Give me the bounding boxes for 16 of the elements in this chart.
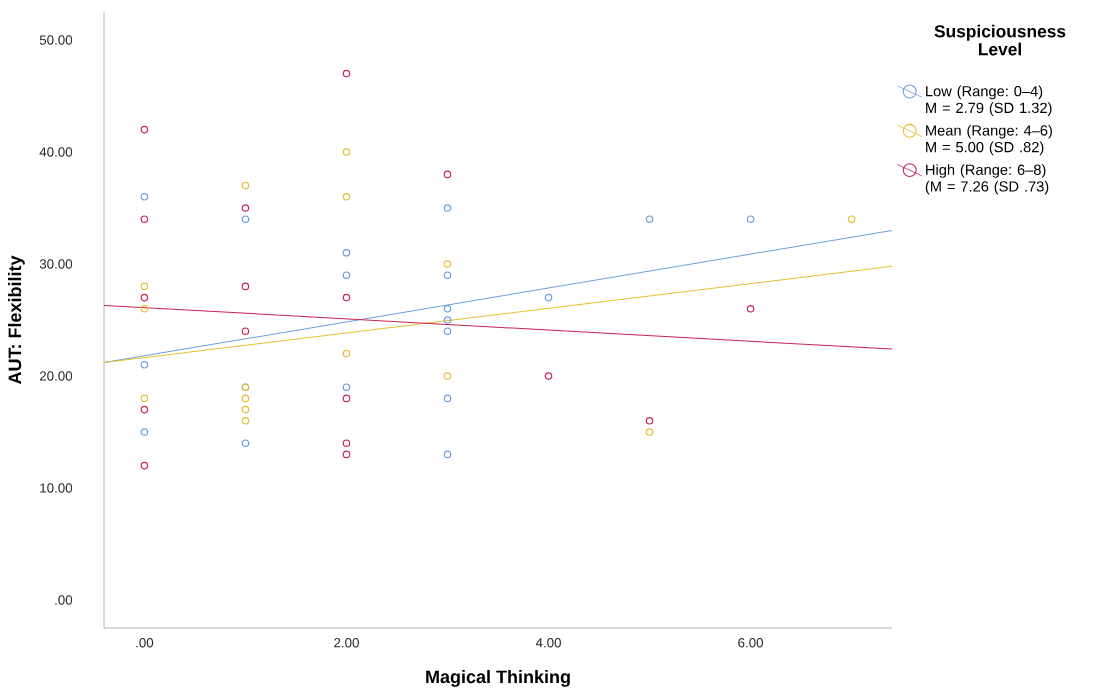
y-tick-label: 30.00 <box>39 259 73 269</box>
x-tick-label: 4.00 <box>535 638 561 648</box>
x-tick-label: .00 <box>136 638 154 648</box>
y-tick-label: .00 <box>55 595 73 605</box>
y-tick-label: 20.00 <box>39 371 73 381</box>
y-tick-label: 50.00 <box>39 35 73 45</box>
legend-label: Mean (Range: 4–6) M = 5.00 (SD .82) <box>926 124 1052 156</box>
y-tick-label: 40.00 <box>39 147 73 157</box>
y-axis-title: AUT: Flexibility <box>7 255 25 385</box>
legend-label: High (Range: 6–8) (M = 7.26 (SD .73) <box>925 164 1049 195</box>
x-axis-title: Magical Thinking <box>426 669 570 687</box>
x-tick-label: 6.00 <box>738 638 764 648</box>
y-tick-label: 10.00 <box>40 483 73 493</box>
x-tick-label: 2.00 <box>334 638 359 648</box>
legend-label: Low (Range: 0–4) M = 2.79 (SD 1.32) <box>926 85 1052 116</box>
legend-title: Suspiciousness Level <box>934 24 1066 56</box>
